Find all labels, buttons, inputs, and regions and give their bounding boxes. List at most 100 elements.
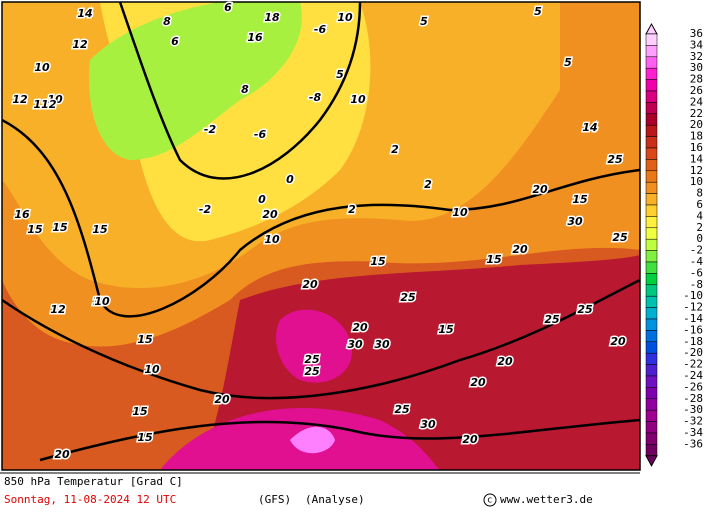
isotherm (1, 118, 641, 318)
contour-label: 15 (572, 193, 588, 206)
hottest-area (290, 426, 335, 454)
colorbar-label: 16 (690, 141, 703, 154)
contour-label: 10 (94, 295, 110, 308)
contour-label: 20 (610, 335, 626, 348)
contour-label: 6 (171, 35, 179, 48)
footer-title: 850 hPa Temperatur [Grad C] (4, 475, 183, 488)
contour-label: 2 (424, 178, 432, 191)
contour-label: 0 (258, 193, 266, 206)
colorbar-cell (645, 193, 658, 206)
colorbar-cell (645, 444, 658, 457)
contour-label: 112 (34, 98, 57, 111)
isotherm (39, 418, 641, 462)
colorbar-label: 18 (690, 130, 703, 143)
colorbar-label: -36 (683, 437, 703, 450)
colorbar-label: -20 (683, 346, 703, 359)
colorbar-label: 28 (690, 73, 703, 86)
colorbar-cell (645, 341, 658, 354)
colorbar-cell (645, 387, 658, 400)
colorbar-label: 22 (690, 107, 703, 120)
colorbar-cell (645, 147, 658, 160)
contour-label: 10 (337, 11, 353, 24)
colorbar-cell (645, 307, 658, 320)
map (1, 1, 641, 471)
contour-label: 25 (612, 231, 628, 244)
colorbar-label: 2 (696, 221, 703, 234)
map-frame (1, 1, 641, 471)
contour-label: 14 (77, 7, 92, 20)
contour-label: 8 (241, 83, 249, 96)
colorbar-label: -26 (683, 380, 703, 393)
isotherm (118, 1, 362, 180)
colorbar-cell (645, 409, 658, 422)
colorbar-cell (645, 398, 658, 411)
contour-label: -6 (314, 23, 327, 36)
contour-label: 10 (144, 363, 160, 376)
contour-label: 15 (486, 253, 502, 266)
contour-label: 20 (262, 208, 278, 221)
colorbar-cell (645, 79, 658, 92)
colorbar: 363432302826242220181614121086420-2-4-6-… (645, 22, 704, 467)
contour-label: 25 (544, 313, 560, 326)
colorbar-cell (645, 330, 658, 343)
colorbar-label: 14 (690, 152, 704, 165)
contour-label: 2 (391, 143, 399, 156)
contour-label: 20 (532, 183, 548, 196)
colorbar-cell (645, 124, 658, 137)
colorbar-label: 12 (690, 164, 703, 177)
colorbar-cell (645, 159, 658, 172)
colorbar-label: -30 (683, 403, 703, 416)
contour-label: 14 (582, 121, 597, 134)
colorbar-cell (645, 170, 658, 183)
contour-label: 25 (577, 303, 593, 316)
contour-label: -2 (199, 203, 212, 216)
colorbar-cell (645, 67, 658, 80)
contour-label: 15 (137, 333, 153, 346)
colorbar-cell (645, 421, 658, 434)
contour-label: 25 (607, 153, 623, 166)
colorbar-label: -22 (683, 358, 703, 371)
colorbar-label: -18 (683, 335, 703, 348)
colorbar-label: -14 (683, 312, 703, 325)
colorbar-cell (645, 250, 658, 263)
contour-label: 12 (12, 93, 28, 106)
contour-label: 10 (350, 93, 366, 106)
contour-label: 15 (438, 323, 454, 336)
contour-label: 15 (52, 221, 68, 234)
colorbar-cell (645, 136, 658, 149)
contour-label: 10 (92, 295, 108, 308)
very-hot-area (160, 309, 440, 470)
cold-area (89, 2, 302, 160)
footer-run: (Analyse) (305, 493, 365, 506)
colorbar-cell (645, 295, 658, 308)
colorbar-cell (645, 238, 658, 251)
colorbar-cell (645, 352, 658, 365)
colorbar-cell (645, 273, 658, 286)
contour-label: -6 (254, 128, 267, 141)
contour-label: 12 (50, 303, 66, 316)
contour-label: 15 (92, 223, 108, 236)
contour-label: 10 (264, 233, 280, 246)
contour-label: 6 (224, 1, 232, 14)
footer-date: Sonntag, 11-08-2024 12 UTC (4, 493, 176, 506)
colorbar-label: -16 (683, 323, 703, 336)
colorbar-bottom-arrow (645, 455, 658, 467)
contour-label: 25 (304, 365, 320, 378)
contour-label: 16 (247, 31, 263, 44)
colorbar-cell (645, 216, 658, 229)
colorbar-label: 10 (690, 175, 703, 188)
footer-model: (GFS) (258, 493, 291, 506)
contour-label: 2 (348, 203, 356, 216)
colorbar-cell (645, 33, 658, 46)
colorbar-label: 0 (696, 232, 703, 245)
contour-label: 18 (264, 11, 280, 24)
colorbar-cell (645, 113, 658, 126)
colorbar-label: 24 (690, 95, 704, 108)
colorbar-label: -8 (690, 278, 703, 291)
contour-label: -2 (204, 123, 217, 136)
contour-label: 10 (34, 61, 50, 74)
contour-label: 30 (374, 338, 390, 351)
colorbar-label: -2 (690, 244, 703, 257)
contour-label: 20 (470, 376, 486, 389)
